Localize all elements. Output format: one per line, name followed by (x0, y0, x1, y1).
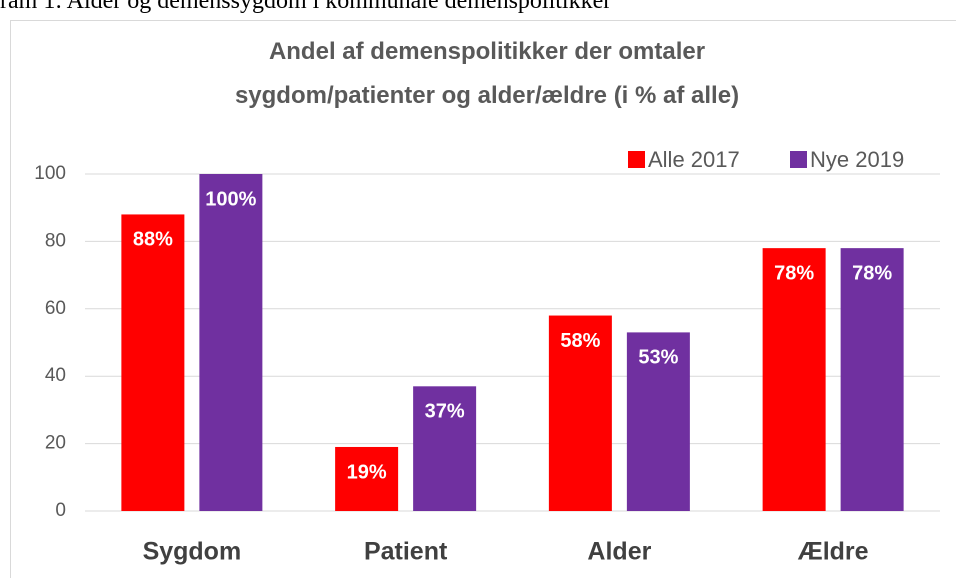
legend-swatch (790, 151, 807, 168)
bar (548, 315, 612, 511)
x-tick-label: Alder (587, 538, 651, 566)
caption: ram 1: Alder og demenssygdom i kommunale… (0, 0, 612, 14)
y-tick-label: 80 (45, 230, 66, 251)
x-tick-label: Patient (364, 538, 448, 566)
value-label: 53% (638, 347, 678, 369)
bar (199, 174, 263, 511)
bar (762, 248, 826, 511)
value-label: 19% (347, 461, 387, 483)
bar (840, 248, 904, 511)
chart-border (10, 20, 956, 578)
value-label: 58% (560, 330, 600, 352)
legend-label: Alle 2017 (648, 147, 740, 172)
x-tick-label: Ældre (798, 538, 869, 566)
bar (335, 446, 399, 511)
legend-label: Nye 2019 (810, 147, 904, 172)
y-tick-label: 40 (45, 365, 66, 386)
value-label: 100% (205, 188, 256, 210)
y-tick-label: 20 (45, 433, 66, 454)
bar (413, 386, 477, 511)
x-tick-label: Sygdom (143, 538, 242, 566)
y-tick-label: 100 (34, 163, 66, 184)
y-tick-label: 0 (55, 500, 66, 521)
bar (121, 214, 185, 511)
chart-title: Andel af demenspolitikker der omtaler sy… (234, 38, 740, 109)
value-label: 78% (774, 262, 814, 284)
y-tick-label: 60 (45, 298, 66, 319)
value-label: 37% (425, 401, 465, 423)
bar (626, 332, 690, 511)
legend-swatch (628, 151, 645, 168)
value-label: 88% (133, 229, 173, 251)
value-label: 78% (852, 262, 892, 284)
